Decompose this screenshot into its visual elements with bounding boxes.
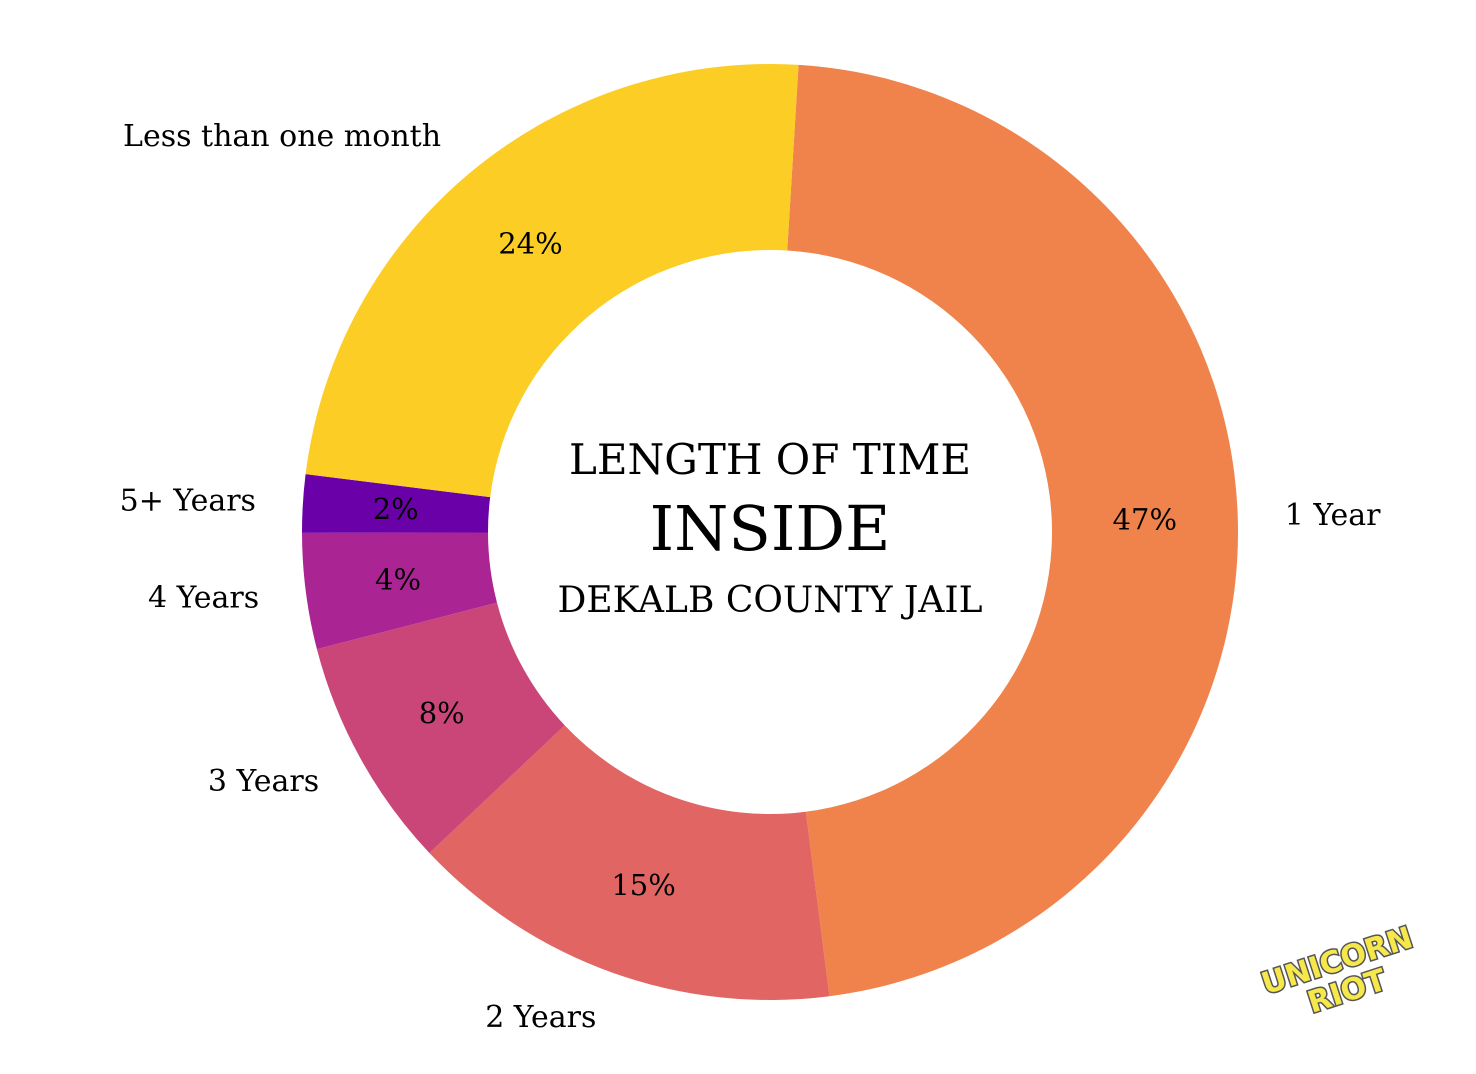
percent-label: 15% bbox=[611, 868, 675, 902]
slice-less-than-one-month bbox=[305, 63, 799, 498]
center-title-line-1: LENGTH OF TIME bbox=[569, 435, 971, 484]
unicorn-riot-logo: UNICORN RIOT bbox=[1256, 919, 1419, 1022]
donut-slices bbox=[301, 63, 1238, 1001]
category-labels: 1 Year 2 Years 3 Years 4 Years 5+ Years Less … bbox=[120, 119, 1382, 1035]
slice-2-years bbox=[429, 725, 830, 1001]
category-label: 1 Year bbox=[1285, 498, 1381, 533]
percent-label: 4% bbox=[375, 563, 421, 597]
percent-label: 8% bbox=[419, 696, 465, 730]
slice-1-year bbox=[787, 64, 1238, 997]
category-label: 4 Years bbox=[148, 580, 259, 615]
center-title-line-3: DEKALB COUNTY JAIL bbox=[557, 580, 982, 621]
center-title-line-2: INSIDE bbox=[650, 492, 891, 565]
slice-5-years bbox=[301, 474, 491, 533]
percent-label: 2% bbox=[373, 492, 419, 526]
category-label: 3 Years bbox=[208, 764, 319, 799]
category-label: 5+ Years bbox=[120, 484, 256, 519]
percent-label: 47% bbox=[1113, 503, 1177, 537]
slice-3-years bbox=[316, 602, 565, 853]
slice-4-years bbox=[302, 532, 497, 650]
center-title: LENGTH OF TIME INSIDE DEKALB COUNTY JAIL bbox=[557, 435, 982, 621]
category-label: 2 Years bbox=[485, 1000, 596, 1035]
percent-label: 24% bbox=[498, 226, 562, 260]
percent-labels: 47% 15% 8% 4% 2% 24% bbox=[373, 226, 1177, 902]
category-label: Less than one month bbox=[123, 119, 441, 154]
